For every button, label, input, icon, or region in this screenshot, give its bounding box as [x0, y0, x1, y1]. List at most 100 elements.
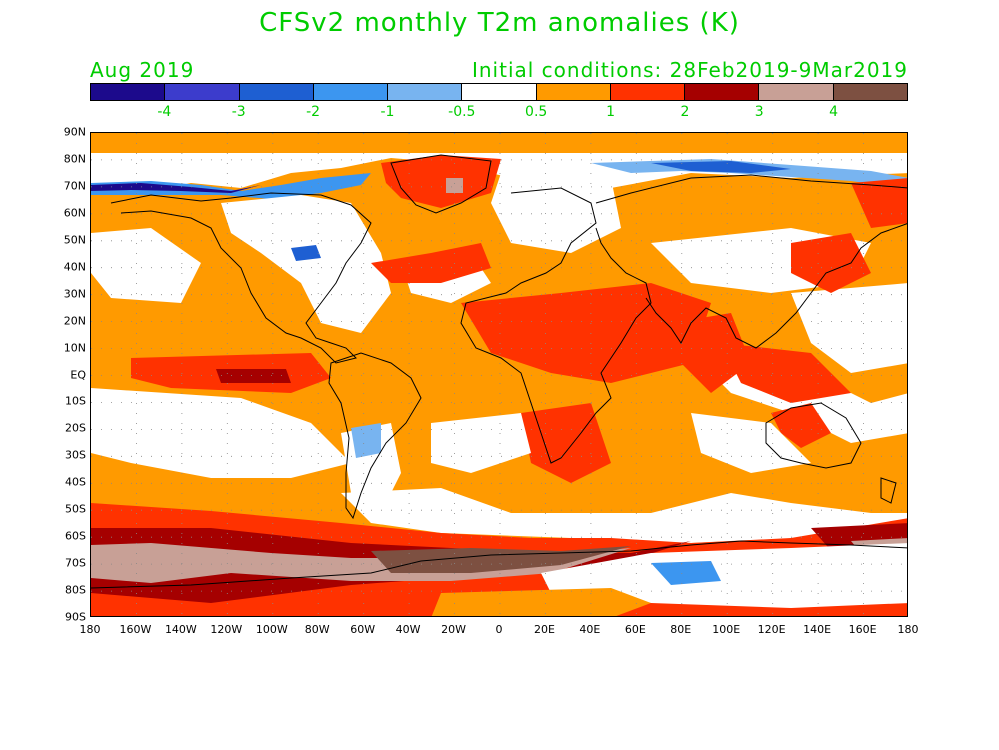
- south-pacific-white: [91, 388, 351, 478]
- longitude-tick-label: 80E: [670, 623, 692, 636]
- latitude-tick-label: 50S: [65, 502, 86, 516]
- anomaly-map: [90, 132, 908, 617]
- map-title: CFSv2 monthly T2m anomalies (K): [259, 8, 740, 38]
- south-america-coast: [328, 352, 422, 520]
- colorbar-tick-label: 1: [606, 104, 615, 120]
- india-red: [671, 313, 751, 393]
- north-pacific-white-east: [791, 283, 907, 373]
- arctic-blue-band-west: [91, 173, 371, 199]
- latitude-tick-label: 40S: [65, 475, 86, 489]
- latitude-tick-label: 70N: [63, 179, 86, 193]
- eq-pacific-darkred: [216, 369, 291, 383]
- longitude-tick-label: 20E: [533, 623, 555, 636]
- europe-africa-coast: [460, 187, 652, 464]
- southern-ocean-white: [341, 488, 907, 543]
- greenland-red: [381, 155, 501, 208]
- north-america-blue-spot: [291, 245, 321, 261]
- longitude-tick-label: 160E: [848, 623, 877, 636]
- colorbar-swatch: [610, 84, 686, 100]
- scandinavia-white: [491, 173, 621, 253]
- colorbar-tick-label: -1: [380, 104, 395, 120]
- south-atlantic-white: [431, 413, 531, 473]
- colorbar-tick-label: -4: [157, 104, 172, 120]
- pacific-nw-white: [91, 228, 201, 303]
- colorbar-tick-label: -0.5: [448, 104, 476, 120]
- coastlines: [91, 154, 907, 589]
- latitude-tick-label: 90S: [65, 610, 86, 624]
- colorbar-tick-label: 3: [754, 104, 764, 120]
- latitude-tick-label: 20S: [65, 421, 86, 435]
- latitude-tick-label: 40N: [63, 260, 86, 274]
- colorbar-tick-label: 4: [829, 104, 839, 120]
- initial-conditions-label: Initial conditions: 28Feb2019-9Mar2019: [471, 58, 908, 82]
- arctic-darkblue-band: [91, 183, 261, 193]
- colorbar-swatch: [685, 84, 760, 100]
- latitude-tick-label: 10N: [63, 341, 86, 355]
- north-atlantic-red: [371, 243, 491, 283]
- maritime-red: [721, 343, 851, 403]
- latitude-tick-label: 20N: [63, 314, 86, 328]
- antarctica-coast: [91, 540, 907, 589]
- colorbar-swatch: [759, 84, 834, 100]
- antarctic-tan-band: [91, 543, 631, 583]
- longitude-tick-label: 160W: [119, 623, 152, 636]
- colorbar-swatch: [462, 84, 537, 100]
- longitude-tick-label: 40E: [579, 623, 601, 636]
- longitude-tick-label: 180: [897, 623, 919, 636]
- valid-month-label: Aug 2019: [90, 58, 195, 82]
- greenland-coast: [390, 154, 492, 214]
- antarctic-orange-interior: [431, 588, 651, 616]
- latitude-tick-label: 50N: [63, 233, 86, 247]
- new-zealand-coast: [880, 477, 897, 504]
- kamchatka-red: [851, 178, 907, 228]
- longitude-tick-label: 120W: [210, 623, 243, 636]
- latitude-tick-label: 60S: [65, 529, 86, 543]
- east-asia-red: [791, 233, 871, 293]
- colorbar-swatch: [91, 84, 166, 100]
- colorbar-swatch: [165, 84, 240, 100]
- longitude-tick-label: 40W: [395, 623, 421, 636]
- colorbar-tick-label: 0.5: [525, 104, 548, 120]
- longitude-tick-label: 120E: [757, 623, 786, 636]
- longitude-tick-label: 80W: [304, 623, 330, 636]
- longitude-tick-label: 180: [79, 623, 101, 636]
- colorbar: [90, 83, 908, 101]
- anomaly-field: [91, 133, 907, 616]
- greenland-brown: [446, 178, 463, 193]
- colorbar-tick-label: 2: [680, 104, 690, 120]
- colorbar-tick-label: -3: [231, 104, 246, 120]
- latitude-tick-label: EQ: [70, 368, 86, 381]
- colorbar-swatch: [536, 84, 611, 100]
- antarctic-white-interior: [541, 543, 907, 608]
- sahara-arabia-red: [461, 283, 711, 383]
- longitude-tick-label: 0: [495, 623, 503, 636]
- longitude-tick-label: 20W: [441, 623, 466, 636]
- north-america-coast: [110, 192, 372, 364]
- latitude-tick-label: 10S: [65, 394, 86, 408]
- latitude-tick-label: 30N: [63, 287, 86, 301]
- latitude-tick-label: 80S: [65, 583, 86, 597]
- longitude-tick-label: 100E: [712, 623, 741, 636]
- longitude-tick-label: 140W: [164, 623, 197, 636]
- colorbar-swatch: [833, 84, 907, 100]
- antarctic-blue-interior: [651, 561, 721, 585]
- latitude-tick-label: 90N: [63, 125, 86, 139]
- australia-red-spot: [771, 403, 831, 448]
- colorbar-tick-label: -2: [306, 104, 321, 120]
- longitude-tick-label: 100W: [255, 623, 288, 636]
- latitude-tick-label: 70S: [65, 556, 86, 570]
- latitude-tick-label: 80N: [63, 152, 86, 166]
- colorbar-swatch: [388, 84, 463, 100]
- south-america-blue: [351, 423, 381, 458]
- colorbar-swatch: [239, 84, 314, 100]
- asia-coast: [595, 174, 907, 349]
- longitude-tick-label: 60W: [350, 623, 376, 636]
- longitude-tick-label: 140E: [803, 623, 832, 636]
- north-america-white: [221, 195, 391, 333]
- latitude-tick-label: 30S: [65, 448, 86, 462]
- australia-coast: [765, 402, 862, 469]
- longitude-tick-label: 60E: [624, 623, 646, 636]
- siberia-darkblue: [651, 161, 791, 173]
- colorbar-swatch: [313, 84, 389, 100]
- latitude-tick-label: 60N: [63, 206, 86, 220]
